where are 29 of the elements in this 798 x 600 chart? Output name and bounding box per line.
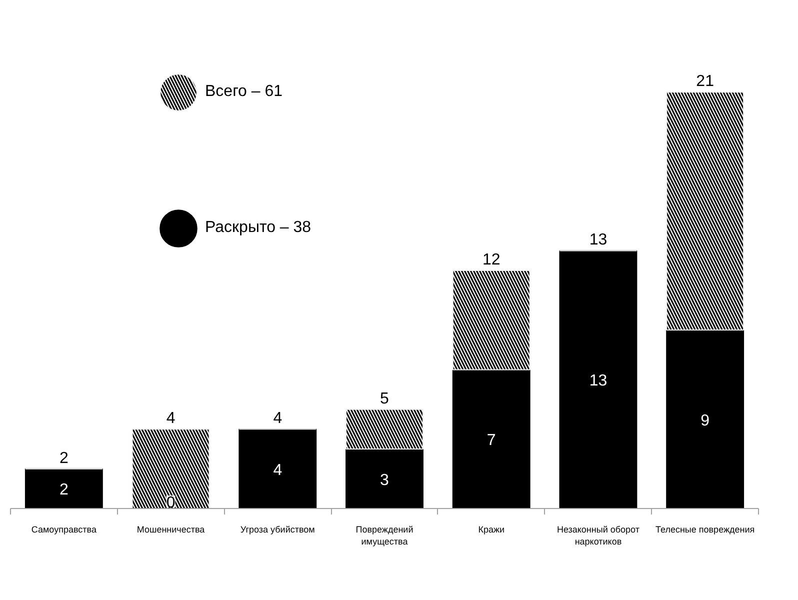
bar	[238, 428, 317, 508]
total-label: 12	[482, 252, 500, 269]
data-label: 13	[589, 372, 608, 390]
bar	[559, 250, 638, 508]
bar	[452, 369, 530, 508]
total-label: 21	[696, 73, 714, 90]
x-tick-label: Повреждений имущества	[356, 524, 414, 546]
data-label: 2	[59, 482, 68, 499]
total-label: 2	[59, 450, 68, 467]
x-tick-label: Угроза убийством	[240, 524, 315, 534]
x-tick-label: Незаконный оборот наркотиков	[556, 524, 640, 546]
data-label: 3	[380, 472, 390, 489]
legend-label: Раскрыто – 38	[205, 219, 312, 237]
x-tick-label: Кражи	[478, 524, 505, 534]
data-label: 9	[700, 412, 710, 430]
data-label: 0	[166, 494, 176, 512]
bar	[24, 468, 103, 508]
data-label: 7	[486, 432, 496, 450]
bar	[666, 330, 744, 508]
bar	[346, 448, 424, 508]
x-tick-label: Самоуправства	[31, 524, 96, 534]
total-label: 5	[380, 390, 390, 408]
x-tick-label: Телесные повреждения	[656, 524, 755, 534]
data-label: 4	[273, 462, 282, 479]
total-label: 13	[589, 232, 608, 249]
total-label: 4	[273, 410, 282, 428]
x-tick-label: Мошенничества	[136, 524, 205, 534]
legend-label: Всего – 61	[205, 83, 283, 101]
total-label: 4	[166, 410, 176, 428]
